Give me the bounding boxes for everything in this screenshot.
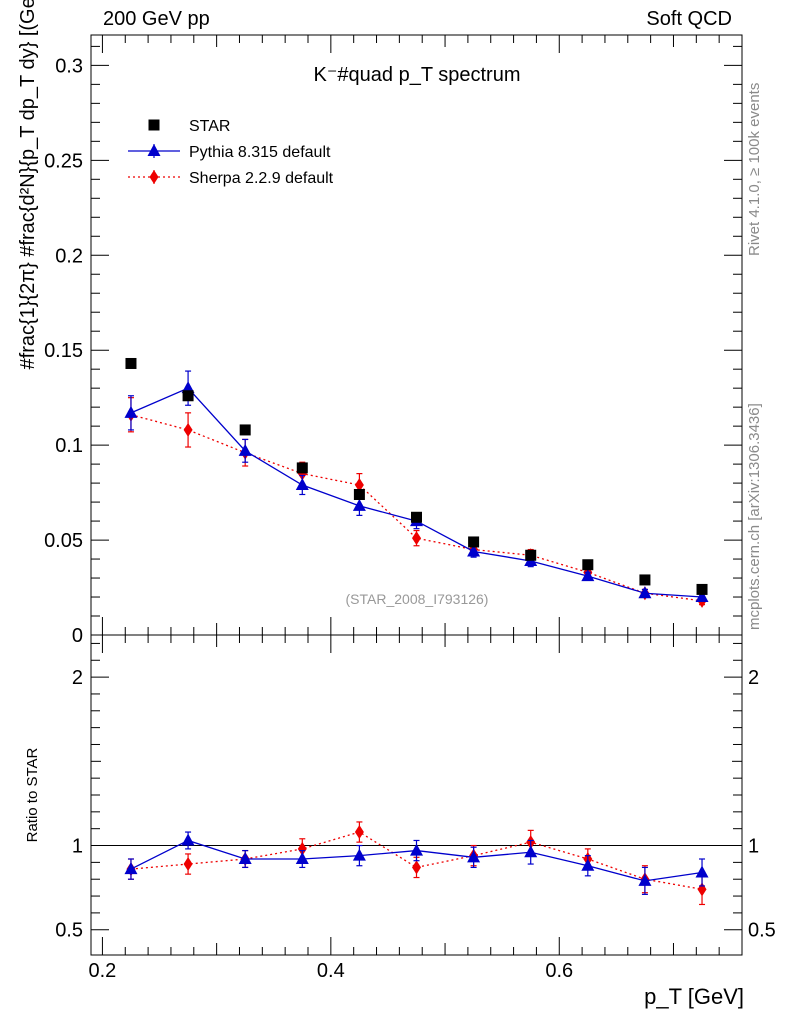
star-data-marker — [296, 462, 308, 474]
legend-label: Sherpa 2.2.9 default — [189, 170, 334, 187]
sherpa-ratio-marker — [297, 841, 307, 856]
x-tick-label: 0.6 — [545, 960, 573, 982]
ratio-y-tick-label-left: 0.5 — [55, 920, 83, 942]
pythia-ratio-marker — [295, 852, 309, 864]
sherpa-line — [130, 414, 703, 602]
pythia-ratio-marker — [524, 845, 538, 858]
chart-title: K⁻#quad p_T spectrum — [314, 64, 521, 86]
sherpa-marker — [412, 531, 421, 546]
sherpa-ratio-marker — [354, 825, 364, 840]
star-data-marker — [411, 511, 422, 523]
star-data-marker — [125, 357, 137, 369]
main-y-tick-label: 0 — [72, 625, 83, 647]
x-axis-label: p_T [GeV] — [644, 984, 744, 1009]
header-right-label: Soft QCD — [646, 8, 732, 30]
star-data-marker — [582, 559, 594, 571]
pythia-ratio-marker — [238, 852, 252, 864]
pythia-marker — [352, 498, 366, 511]
ratio-panel-frame — [90, 634, 743, 956]
legend-marker — [149, 170, 159, 184]
pythia-ratio-marker — [410, 843, 423, 856]
main-y-tick-label: 0.2 — [55, 245, 83, 267]
star-data-marker — [468, 536, 480, 548]
pythia-line — [130, 387, 703, 598]
legend-marker — [148, 119, 160, 131]
x-tick-label: 0.2 — [89, 960, 117, 982]
pythia-marker — [581, 569, 595, 582]
pythia-ratio-marker — [638, 873, 652, 886]
sherpa-ratio-marker — [183, 857, 193, 872]
pythia-ratio-marker — [352, 848, 366, 861]
rivet-version-label: Rivet 4.1.0, ≥ 100k events — [746, 82, 763, 256]
pythia-ratio-marker — [124, 862, 138, 875]
main-y-tick-label: 0.15 — [44, 340, 83, 362]
main-y-tick-label: 0.25 — [44, 150, 83, 172]
pythia-ratio-marker — [581, 858, 595, 871]
sherpa-ratio-marker — [412, 860, 421, 875]
pythia-marker — [295, 478, 309, 490]
star-data-marker — [696, 583, 708, 595]
pythia-ratio-marker — [467, 850, 481, 863]
sherpa-marker — [183, 422, 193, 437]
star-data-marker — [182, 390, 194, 402]
star-data-marker — [353, 488, 365, 500]
legend-marker — [147, 144, 161, 156]
sherpa-marker — [354, 478, 364, 492]
legend-label: Pythia 8.315 default — [189, 144, 331, 161]
ratio-y-tick-label-left: 1 — [72, 836, 83, 858]
pythia-marker — [695, 590, 709, 603]
ratio-y-tick-label-right: 1 — [748, 836, 759, 858]
x-tick-label: 0.4 — [317, 960, 345, 982]
pythia-ratio-marker — [181, 833, 195, 846]
analysis-watermark: (STAR_2008_I793126) — [346, 591, 489, 607]
pythia-ratio-marker — [695, 865, 709, 878]
pythia-marker — [638, 586, 652, 599]
ratio-y-axis-label: Ratio to STAR — [24, 747, 41, 842]
ratio-y-tick-label-right: 0.5 — [748, 920, 776, 942]
mcplots-source-label: mcplots.cern.ch [arXiv:1306.3436] — [746, 403, 763, 630]
legend-label: STAR — [189, 118, 230, 135]
star-data-marker — [239, 424, 251, 436]
pythia-marker — [181, 381, 195, 394]
ratio-y-tick-label-left: 2 — [72, 667, 83, 689]
main-y-tick-label: 0.3 — [55, 55, 83, 77]
sherpa-ratio-line — [130, 831, 703, 890]
ratio-y-tick-label-right: 2 — [748, 667, 759, 689]
star-data-marker — [639, 574, 651, 586]
pythia-marker — [124, 405, 138, 418]
header-left-label: 200 GeV pp — [103, 8, 210, 30]
main-y-tick-label: 0.05 — [44, 530, 83, 552]
star-data-marker — [525, 549, 537, 561]
main-y-axis-label: #frac{1}{2π} #frac{d²N}{p_T dp_T dy} [(G… — [17, 0, 39, 369]
pythia-marker — [467, 544, 481, 557]
main-y-tick-label: 0.1 — [55, 435, 83, 457]
pythia-marker — [238, 443, 252, 456]
